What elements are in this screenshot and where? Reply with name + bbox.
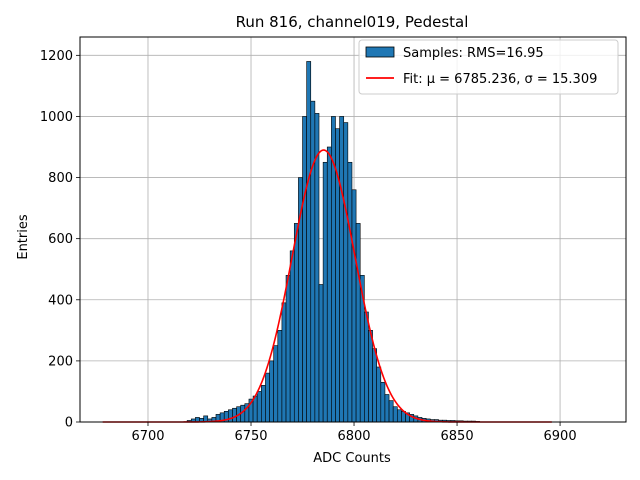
histogram-bar xyxy=(277,330,283,423)
legend-label-samples: Samples: RMS=16.95 xyxy=(403,46,544,61)
legend-box xyxy=(358,39,619,95)
histogram-bar xyxy=(293,223,299,423)
y-axis-label: Entries xyxy=(16,214,31,260)
y-axis: 0 200 400 600 800 1000 1200 xyxy=(40,49,80,431)
y-tick-label: 600 xyxy=(48,232,73,247)
histogram-bar xyxy=(343,122,349,423)
histogram-bar xyxy=(265,372,270,423)
histogram-bar xyxy=(339,116,345,423)
x-tick-label: 6900 xyxy=(544,429,577,444)
x-axis: 6700 6750 6800 6850 6900 xyxy=(131,422,577,444)
histogram-bar xyxy=(376,366,382,423)
histogram-bar xyxy=(318,284,324,423)
histogram-bar xyxy=(285,275,291,423)
histogram-bar xyxy=(368,330,373,423)
histogram-bar xyxy=(269,360,274,423)
y-tick-label: 800 xyxy=(48,171,73,186)
y-tick-label: 0 xyxy=(65,416,73,431)
x-tick-label: 6800 xyxy=(337,429,370,444)
histogram-bar xyxy=(289,250,295,423)
histogram-bar xyxy=(326,146,332,423)
y-tick-label: 1000 xyxy=(40,110,73,125)
x-tick-label: 6700 xyxy=(131,429,164,444)
histogram-bar xyxy=(355,223,361,423)
histogram-bar xyxy=(273,345,279,423)
histogram-bar xyxy=(364,311,369,423)
x-tick-label: 6850 xyxy=(441,429,474,444)
y-tick-label: 200 xyxy=(48,354,73,369)
histogram-bar xyxy=(372,348,377,423)
y-tick-label: 1200 xyxy=(40,49,73,64)
histogram-bar xyxy=(351,189,357,423)
histogram-bar xyxy=(256,391,262,423)
histogram-bar xyxy=(261,385,266,423)
x-axis-label: ADC Counts xyxy=(313,451,391,466)
histogram-bar xyxy=(396,409,402,423)
histogram-bar xyxy=(322,161,328,423)
histogram-bar xyxy=(392,406,398,423)
legend: Samples: RMS=16.95 Fit: μ = 6785.236, σ … xyxy=(358,39,619,95)
plot-frame xyxy=(79,36,627,423)
histogram-bar xyxy=(380,381,386,423)
histogram-bars xyxy=(186,61,481,423)
y-tick-label: 400 xyxy=(48,293,73,308)
legend-label-fit: Fit: μ = 6785.236, σ = 15.309 xyxy=(403,72,597,87)
histogram-bar xyxy=(310,100,316,423)
legend-swatch-samples xyxy=(365,46,395,58)
histogram-bar xyxy=(232,407,237,423)
histogram-bar xyxy=(306,61,312,423)
histogram-bar xyxy=(228,409,233,423)
histogram-bar xyxy=(281,302,287,423)
histogram-bar xyxy=(384,394,390,423)
chart-title: Run 816, channel019, Pedestal xyxy=(236,13,469,31)
histogram-bar xyxy=(302,116,307,423)
x-tick-label: 6750 xyxy=(234,429,267,444)
histogram-bar xyxy=(347,161,353,423)
histogram-bar xyxy=(388,400,394,423)
